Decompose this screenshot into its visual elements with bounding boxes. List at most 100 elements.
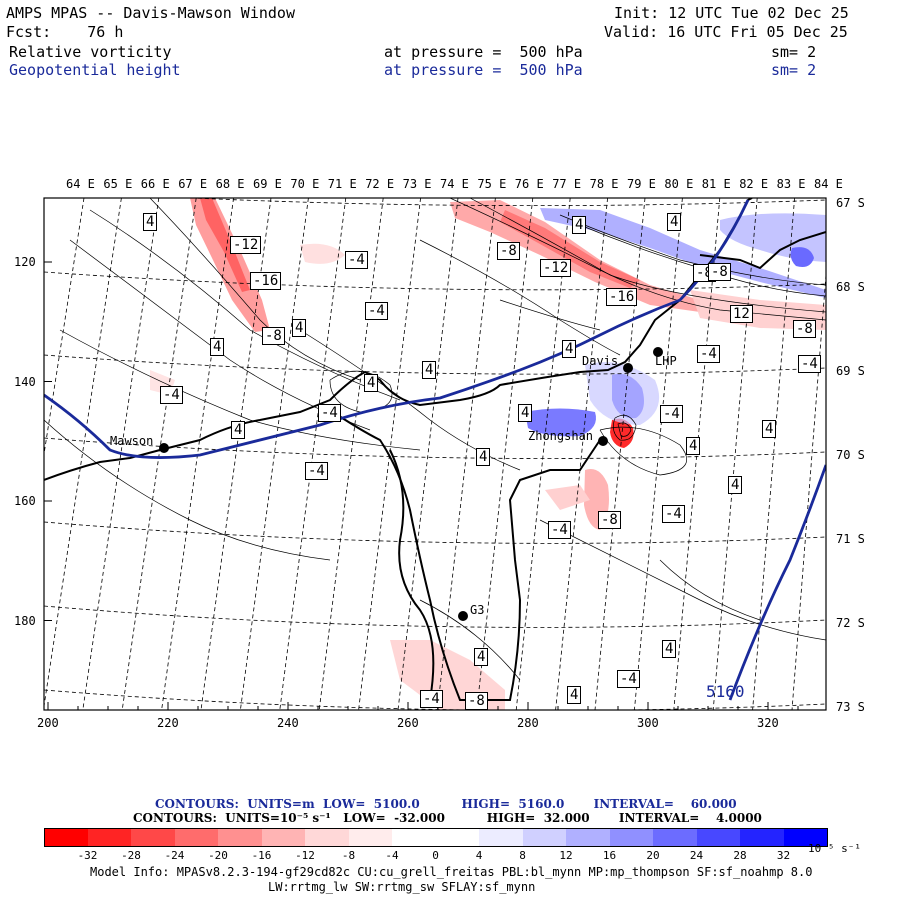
field1-pressure: at pressure = 500 hPa xyxy=(384,43,583,61)
lon-label: 79 E xyxy=(627,177,656,191)
station-lhp: LHP xyxy=(655,354,677,368)
colorbar-label: 24 xyxy=(689,849,704,862)
lon-label: 69 E xyxy=(253,177,282,191)
vorticity-label: -8 xyxy=(465,692,488,710)
vorticity-label: -4 xyxy=(548,521,571,539)
valid-time: Valid: 16 UTC Fri 05 Dec 25 xyxy=(604,23,848,41)
lat-label: 72 S xyxy=(836,616,865,630)
coast-east xyxy=(699,231,826,270)
vorticity-label: 4 xyxy=(667,213,682,231)
station-g3: G3 xyxy=(470,603,485,617)
colorbar-label: 28 xyxy=(733,849,747,862)
colorbar-cell xyxy=(392,828,437,847)
vorticity-label: 4 xyxy=(662,640,677,658)
pos-vorticity-davis-halo xyxy=(585,362,660,425)
vorticity-label: -4 xyxy=(697,345,720,363)
pos-vorticity-ne-blob xyxy=(790,247,814,267)
lon-label: 66 E xyxy=(140,177,170,191)
vorticity-label: -12 xyxy=(540,259,572,277)
neg-vorticity-core-north xyxy=(500,210,640,288)
colorbar-cell xyxy=(305,828,350,847)
forecast-hour: Fcst: 76 h xyxy=(6,23,124,41)
colorbar-cell xyxy=(522,828,567,847)
model-info-line2: LW:rrtmg_lw SW:rrtmg_sw SFLAY:sf_mynn xyxy=(268,880,536,894)
colorbar-cell xyxy=(740,828,785,847)
colorbar-cell xyxy=(783,828,828,847)
colorbar-unit: 10⁻⁵ s⁻¹ xyxy=(808,842,861,855)
lon-label: 74 E xyxy=(440,177,469,191)
colorbar-cell xyxy=(566,828,611,847)
model-info-line1: Model Info: MPASv8.2.3-194-gf29cd82c CU:… xyxy=(90,865,813,879)
lon-label: 68 E xyxy=(215,177,245,191)
colorbar-label: 8 xyxy=(519,849,526,862)
lon-label: 65 E xyxy=(103,177,133,191)
colorbar-cell xyxy=(131,828,176,847)
colorbar-cell xyxy=(174,828,219,847)
colorbar-cell xyxy=(218,828,263,847)
lon-label: 76 E xyxy=(514,177,544,191)
colorbar-cell xyxy=(261,828,306,847)
lon-label: 73 E xyxy=(402,177,432,191)
colorbar-label: -12 xyxy=(295,849,315,862)
station-mawson: Mawson xyxy=(110,434,154,448)
vorticity-label: 12 xyxy=(730,305,753,323)
lat-label: 68 S xyxy=(836,280,865,294)
colorbar-cell xyxy=(696,828,741,847)
vorticity-label: 4 xyxy=(562,340,577,358)
lon-label: 75 E xyxy=(477,177,507,191)
vorticity-label: 4 xyxy=(143,213,158,231)
vorticity-label: 4 xyxy=(567,686,582,704)
x-tick-label: 200 xyxy=(37,716,59,730)
height-contour-5160 xyxy=(44,199,750,459)
init-time: Init: 12 UTC Tue 02 Dec 25 xyxy=(614,4,849,22)
lon-label: 72 E xyxy=(365,177,395,191)
lon-label: 82 E xyxy=(739,177,769,191)
colorbar-label: 4 xyxy=(475,849,483,862)
colorbar-cell xyxy=(653,828,698,847)
station-davis: Davis xyxy=(582,354,619,368)
x-tick-label: 260 xyxy=(397,716,419,730)
vorticity-label: -4 xyxy=(318,404,341,422)
colorbar-cell xyxy=(435,828,480,847)
colorbar-cell xyxy=(348,828,393,847)
vorticity-label: -4 xyxy=(617,670,640,688)
lat-label: 69 S xyxy=(836,364,865,378)
neg-vorticity-misc2 xyxy=(545,485,590,510)
vorticity-label: -4 xyxy=(160,386,183,404)
lon-label: 80 E xyxy=(664,177,694,191)
lat-label: 70 S xyxy=(836,448,865,462)
y-tick-label: 180 xyxy=(14,613,36,628)
x-tick-label: 280 xyxy=(517,716,539,730)
neg-vorticity-ne xyxy=(690,290,826,330)
coastline xyxy=(44,198,753,481)
lat-label: 73 S xyxy=(836,700,865,714)
vorticity-label: 4 xyxy=(422,361,437,379)
lon-label: 81 E xyxy=(701,177,731,191)
vorticity-label: 4 xyxy=(210,338,225,356)
vorticity-label: 4 xyxy=(572,216,587,234)
field1-name: Relative vorticity xyxy=(9,43,172,61)
lon-label: 70 E xyxy=(290,177,320,191)
colorbar-label: 32 xyxy=(776,849,791,862)
neg-vorticity-misc1 xyxy=(300,243,345,264)
vorticity-label: -4 xyxy=(420,690,443,708)
lon-label: 71 E xyxy=(327,177,357,191)
vorticity-label: 4 xyxy=(686,437,701,455)
colorbar-label: -32 xyxy=(77,849,98,862)
lon-label: 84 E xyxy=(814,177,843,191)
colorbar-label: 12 xyxy=(559,849,573,862)
colorbar-label: -16 xyxy=(251,849,272,862)
ice-shelf-inner xyxy=(389,449,435,701)
colorbar-cell xyxy=(479,828,524,847)
x-tick-label: 300 xyxy=(637,716,659,730)
colorbar-label: 20 xyxy=(646,849,660,862)
pos-vorticity-zhongshan xyxy=(525,408,596,437)
x-tick-label: 320 xyxy=(757,716,779,730)
field1-smoothing: sm= 2 xyxy=(771,43,817,61)
colorbar-label: 16 xyxy=(602,849,617,862)
height-contour-label: 5160 xyxy=(706,682,745,701)
vorticity-label: -8 xyxy=(262,327,285,345)
lat-label: 67 S xyxy=(836,196,865,210)
x-tick-label: 220 xyxy=(157,716,179,730)
vorticity-label: -16 xyxy=(606,288,638,306)
